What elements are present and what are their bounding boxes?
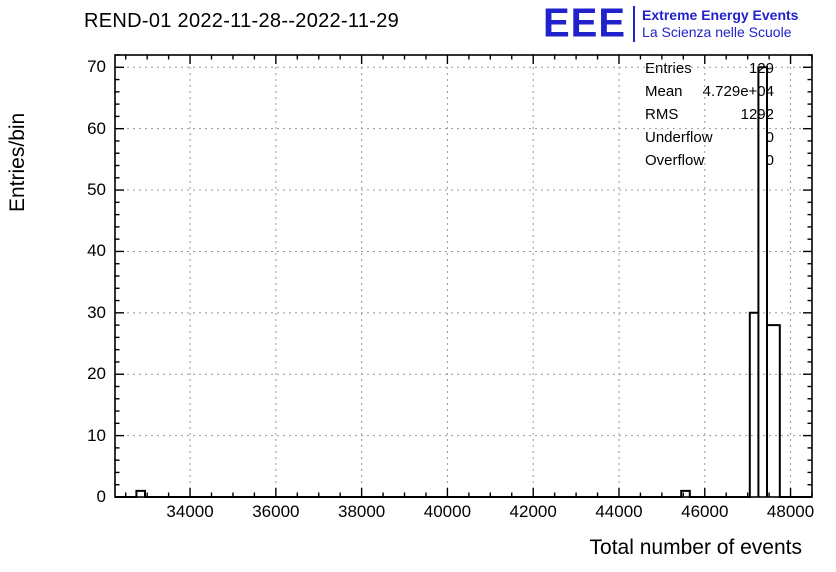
stats-row-overflow: Overflow 0 [645, 149, 774, 172]
stats-box: Entries 129 Mean 4.729e+04 RMS 1292 Unde… [645, 57, 774, 172]
stats-value: 0 [765, 129, 774, 146]
stats-value: 1292 [740, 106, 774, 123]
eee-logo-line2: La Scienza nelle Scuole [642, 24, 792, 40]
stats-label: RMS [645, 106, 679, 123]
stats-label: Overflow [645, 152, 705, 169]
x-tick-label: 44000 [595, 502, 643, 521]
x-tick-label: 46000 [681, 502, 729, 521]
stats-value: 4.729e+04 [702, 83, 774, 100]
eee-logo-letters: EEE [543, 0, 627, 46]
stats-label: Entries [645, 60, 692, 77]
stats-value: 129 [748, 60, 774, 77]
y-tick-label: 30 [87, 302, 106, 322]
y-tick-label: 0 [96, 487, 106, 506]
y-tick-label: 60 [87, 118, 106, 138]
eee-logo-line1: Extreme Energy Events [642, 7, 799, 23]
plot-title: REND-01 2022-11-28--2022-11-29 [84, 10, 400, 32]
x-tick-label: 40000 [423, 502, 472, 521]
x-tick-label: 42000 [509, 502, 557, 521]
stats-label: Underflow [645, 129, 713, 146]
y-tick-label: 70 [87, 57, 106, 77]
x-tick-label: 38000 [337, 502, 386, 521]
eee-logo: EEE Extreme Energy Events La Scienza nel… [543, 0, 798, 46]
y-tick-label: 50 [87, 180, 106, 200]
x-tick-label: 34000 [166, 502, 214, 521]
stats-value: 0 [765, 152, 774, 169]
eee-logo-text: Extreme Energy Events La Scienza nelle S… [642, 3, 798, 41]
stats-row-mean: Mean 4.729e+04 [645, 80, 774, 103]
y-tick-label: 20 [87, 364, 106, 384]
stats-row-underflow: Underflow 0 [645, 126, 774, 149]
x-tick-label: 36000 [252, 502, 300, 521]
x-axis-title: Total number of events [589, 536, 802, 559]
stats-row-entries: Entries 129 [645, 57, 774, 80]
stats-row-rms: RMS 1292 [645, 103, 774, 126]
stats-label: Mean [645, 83, 683, 100]
x-tick-label: 48000 [766, 502, 815, 521]
y-axis-title: Entries/bin [6, 112, 29, 212]
y-tick-label: 40 [87, 241, 106, 261]
y-tick-label: 10 [87, 425, 106, 445]
eee-logo-divider [633, 6, 636, 42]
